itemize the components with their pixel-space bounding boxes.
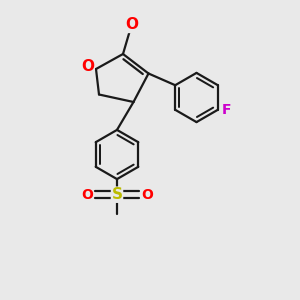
Text: S: S — [112, 187, 122, 202]
Text: O: O — [125, 17, 139, 32]
Text: O: O — [81, 59, 94, 74]
Text: O: O — [81, 188, 93, 202]
Text: F: F — [222, 103, 232, 117]
Text: O: O — [141, 188, 153, 202]
